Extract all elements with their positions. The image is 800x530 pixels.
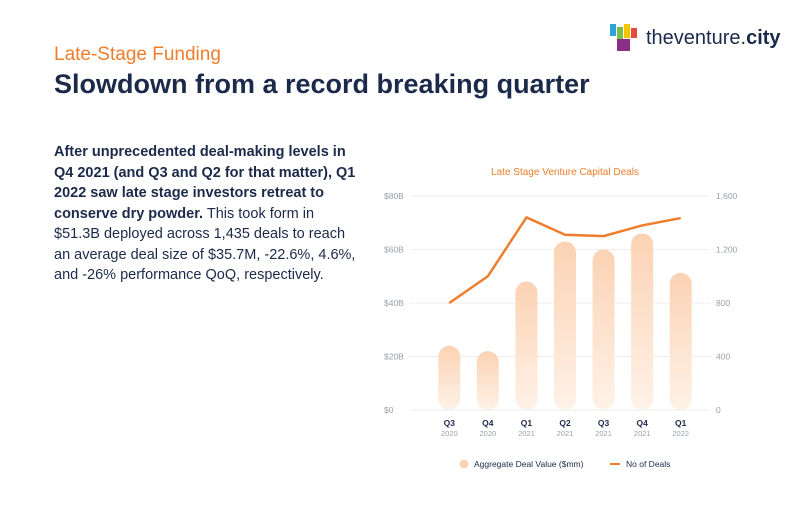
x-tick-label: Q3 xyxy=(598,418,610,428)
right-tick-label: 0 xyxy=(716,405,721,415)
x-tick-label: Q1 xyxy=(521,418,533,428)
logo-dot: . xyxy=(740,26,747,49)
x-tick-year: 2020 xyxy=(480,429,497,438)
left-tick-label: $0 xyxy=(384,405,394,415)
right-tick-label: 400 xyxy=(716,352,730,362)
left-tick-label: $80B xyxy=(384,191,404,201)
x-tick-year: 2021 xyxy=(595,429,612,438)
body-bold: After unprecedented deal-making levels i… xyxy=(54,144,356,222)
page-title: Slowdown from a record breaking quarter xyxy=(54,69,590,99)
x-tick-label: Q4 xyxy=(482,418,494,428)
logo-mark-icon xyxy=(610,24,637,51)
body-regular: This took form in $51.3B deployed across… xyxy=(54,205,356,284)
bar xyxy=(476,351,499,410)
deals-chart: Late Stage Venture Capital Deals $0 $20B $… xyxy=(384,167,738,469)
legend-bar-swatch xyxy=(459,459,469,469)
left-tick-label: $60B xyxy=(384,245,404,255)
x-tick-year: 2021 xyxy=(557,429,574,438)
x-tick-label: Q2 xyxy=(559,418,571,428)
bar xyxy=(631,233,654,410)
right-tick-label: 1,200 xyxy=(716,245,738,255)
right-tick-label: 800 xyxy=(716,298,730,308)
series-line-no-of-deals xyxy=(448,216,681,305)
body-paragraph: After unprecedented deal-making levels i… xyxy=(54,142,364,286)
legend-line-label: No of Deals xyxy=(626,459,670,469)
x-tick-year: 2021 xyxy=(634,429,651,438)
bar xyxy=(515,281,538,410)
x-tick-label: Q1 xyxy=(675,418,687,428)
logo-suffix: city xyxy=(746,26,781,49)
x-tick-year: 2020 xyxy=(441,429,458,438)
legend-bar-label: Aggregate Deal Value ($mm) xyxy=(474,459,584,469)
bar xyxy=(592,249,615,410)
chart-title: Late Stage Venture Capital Deals xyxy=(491,167,639,178)
left-tick-label: $40B xyxy=(384,298,404,308)
right-tick-label: 1,600 xyxy=(716,191,738,201)
logo-name: theventure xyxy=(646,26,741,49)
bar xyxy=(669,272,692,410)
x-tick-year: 2022 xyxy=(672,429,689,438)
section-subtitle: Late-Stage Funding xyxy=(54,44,221,65)
bar xyxy=(438,345,461,410)
legend: Aggregate Deal Value ($mm) No of Deals xyxy=(459,459,670,469)
left-tick-label: $20B xyxy=(384,352,404,362)
x-tick-label: Q3 xyxy=(444,418,456,428)
bar xyxy=(554,241,576,410)
brand-logo: theventure.city xyxy=(610,24,781,52)
x-tick-year: 2021 xyxy=(518,429,535,438)
x-tick-label: Q4 xyxy=(636,418,648,428)
logo-text: theventure.city xyxy=(646,27,781,50)
